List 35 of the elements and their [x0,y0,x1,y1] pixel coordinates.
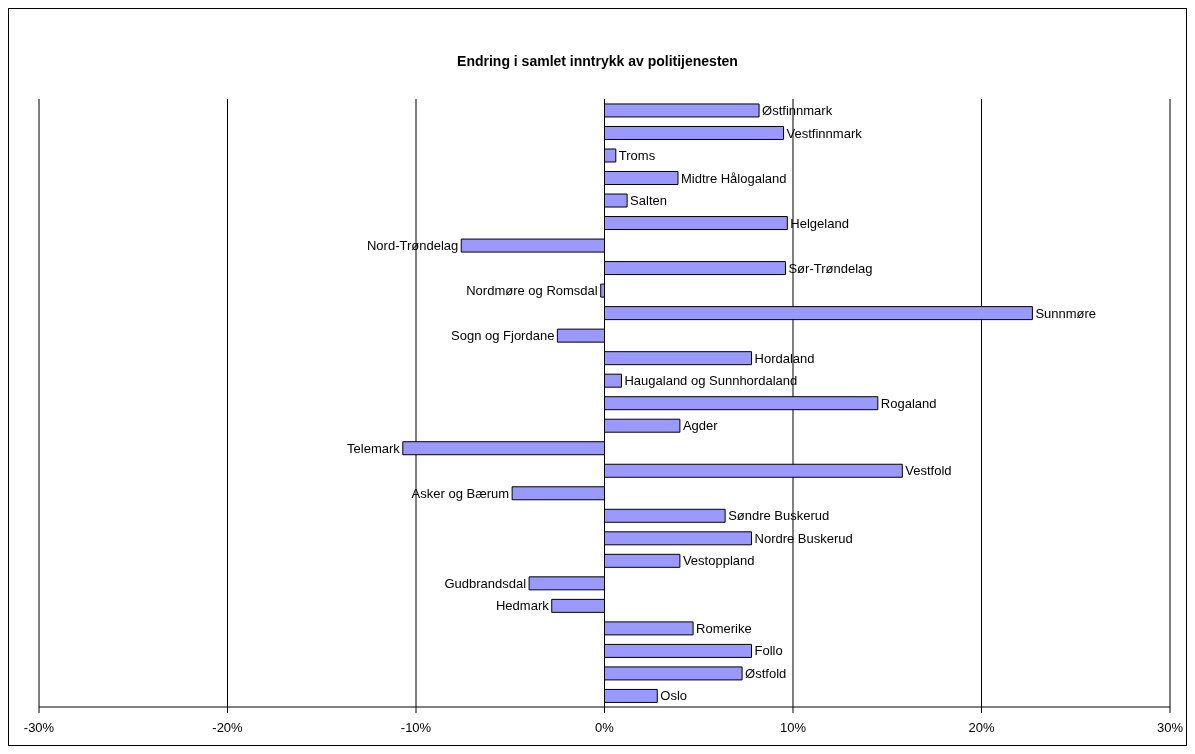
y-tick-label: Nordmøre og Romsdal [466,283,598,299]
y-tick-label: Hordaland [754,350,815,366]
x-tick-label: 30% [1156,720,1184,736]
y-tick-label: Asker og Bærum [411,485,510,501]
y-tick-label: Agder [682,418,719,434]
y-tick-label: Helgeland [790,215,849,231]
y-tick-label: Vestfinnmark [786,125,863,141]
y-tick-label: Midtre Hålogaland [681,170,787,186]
x-tick-label: 0% [595,720,615,736]
x-tick-label: 20% [968,720,995,736]
x-tick-label: -30% [23,720,55,736]
y-tick-label: Gudbrandsdal [444,575,527,591]
y-tick-label: Telemark [347,440,401,456]
y-tick-label: Oslo [660,688,688,704]
y-tick-label: Haugaland og Sunnhordaland [624,373,798,389]
y-tick-label: Troms [618,148,656,164]
y-tick-label: Nord-Trøndelag [366,238,459,254]
y-tick-label: Salten [630,193,667,209]
y-tick-label: Søndre Buskerud [728,508,830,524]
y-tick-label: Vestfold [905,463,952,479]
y-tick-label: Rogaland [880,395,937,411]
y-tick-label: Østfold [745,665,787,681]
y-tick-label: Romerike [696,620,752,636]
y-tick-label: Nordre Buskerud [754,530,853,546]
y-tick-label: Follo [754,643,783,659]
x-tick-label: -20% [212,720,244,736]
y-tick-label: Sør-Trøndelag [788,260,873,276]
y-tick-label: Østfinnmark [762,103,833,118]
y-tick-label: Vestoppland [682,553,755,569]
y-tick-label: Sogn og Fjordane [451,328,555,344]
chart-title: Endring i samlet inntrykk av politijenesten [456,53,739,69]
y-tick-label: Sunnmøre [1035,305,1097,321]
y-tick-label: Hedmark [495,598,550,614]
x-tick-label: -10% [400,720,432,736]
x-tick-label: 10% [779,720,807,736]
